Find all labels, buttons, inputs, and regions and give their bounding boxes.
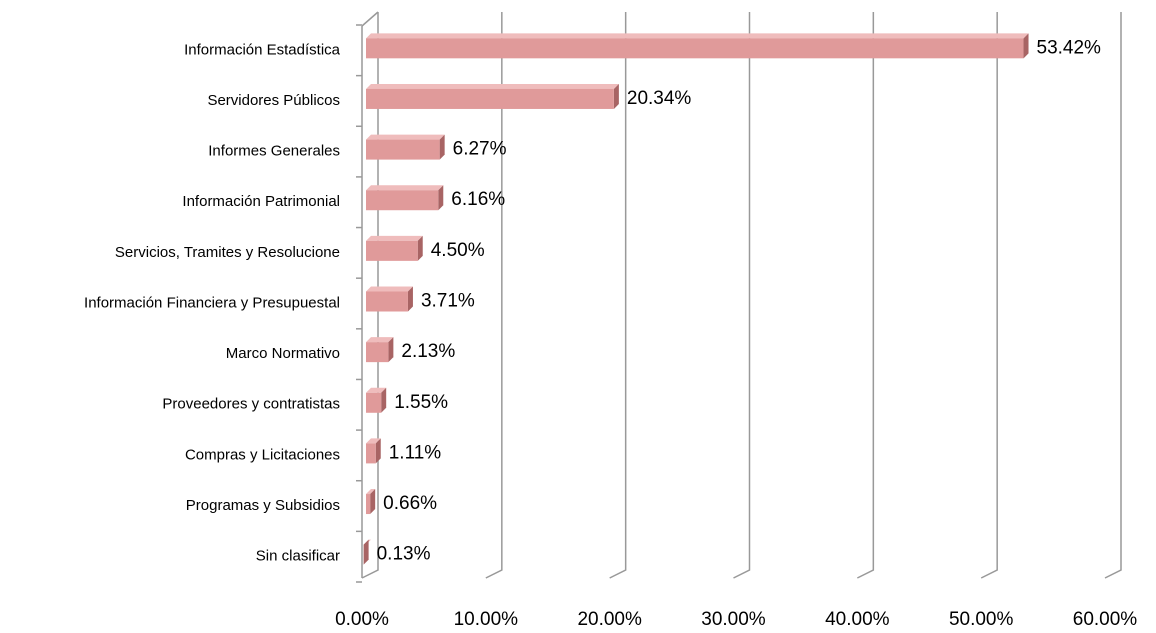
data-label: 0.66% bbox=[383, 493, 437, 514]
data-label: 1.11% bbox=[389, 442, 442, 463]
bar-top bbox=[366, 235, 423, 241]
x-tick-label: 10.00% bbox=[454, 609, 519, 630]
bar-top bbox=[366, 387, 387, 393]
grid-line bbox=[856, 12, 875, 579]
y-tick-label: Marco Normativo bbox=[226, 345, 340, 362]
bar-top bbox=[366, 33, 1029, 39]
bar-top bbox=[366, 286, 413, 292]
bar-side bbox=[375, 438, 381, 464]
data-label: 3.71% bbox=[421, 291, 475, 312]
bar-side bbox=[370, 489, 376, 515]
grid-line bbox=[609, 12, 627, 579]
x-tick-label: 20.00% bbox=[577, 609, 642, 630]
x-tick-label: 60.00% bbox=[1073, 609, 1138, 630]
bar bbox=[366, 139, 440, 160]
bar bbox=[366, 342, 389, 363]
x-tick-label: 0.00% bbox=[335, 609, 389, 630]
bar-side bbox=[438, 185, 444, 211]
y-tick-label: Información Patrimonial bbox=[182, 193, 340, 210]
grid-line bbox=[980, 12, 998, 579]
bar-top bbox=[366, 337, 394, 343]
axis-corner bbox=[361, 11, 379, 27]
bar bbox=[366, 392, 382, 413]
y-tick-label: Compras y Licitaciones bbox=[185, 446, 340, 463]
bar-side bbox=[439, 134, 445, 160]
bar bbox=[366, 291, 408, 312]
bar-side bbox=[1023, 33, 1029, 59]
x-tick-label: 30.00% bbox=[701, 609, 766, 630]
bar bbox=[366, 494, 371, 515]
bar-side bbox=[363, 539, 369, 565]
bar bbox=[366, 443, 376, 464]
y-tick-label: Información Estadística bbox=[184, 41, 341, 58]
grid-line bbox=[485, 12, 503, 579]
x-tick-label: 50.00% bbox=[949, 609, 1014, 630]
bar-side bbox=[407, 286, 413, 312]
data-label: 1.55% bbox=[394, 392, 448, 413]
bar-top bbox=[366, 83, 619, 89]
y-tick-label: Proveedores y contratistas bbox=[162, 396, 340, 413]
data-label: 6.27% bbox=[453, 139, 507, 160]
x-tick-label: 40.00% bbox=[825, 609, 890, 630]
data-label: 2.13% bbox=[401, 341, 455, 362]
data-label: 53.42% bbox=[1037, 37, 1102, 58]
y-tick-label: Servicios, Tramites y Resolucione bbox=[115, 244, 340, 261]
bar-side bbox=[388, 337, 394, 363]
bar-side bbox=[381, 387, 387, 413]
bar bbox=[366, 190, 439, 211]
grid-line bbox=[733, 12, 751, 579]
y-tick-label: Sin clasificar bbox=[256, 548, 340, 565]
data-label: 20.34% bbox=[627, 88, 692, 109]
bar bbox=[366, 240, 418, 261]
bar bbox=[366, 88, 614, 109]
data-label: 4.50% bbox=[431, 240, 485, 261]
y-tick-label: Informes Generales bbox=[208, 143, 340, 160]
y-tick-label: Servidores Públicos bbox=[207, 92, 340, 109]
y-tick-label: Programas y Subsidios bbox=[186, 497, 340, 514]
bar-side bbox=[613, 83, 619, 109]
bar-top bbox=[366, 489, 376, 495]
bar-side bbox=[417, 235, 423, 261]
grid-line bbox=[1104, 12, 1122, 579]
bar-top bbox=[366, 134, 445, 140]
bar-top bbox=[366, 185, 444, 191]
data-label: 0.13% bbox=[377, 544, 431, 565]
bar-top bbox=[366, 438, 381, 444]
data-label: 6.16% bbox=[451, 189, 505, 210]
y-tick-label: Información Financiera y Presupuestal bbox=[84, 294, 340, 311]
bar bbox=[366, 38, 1024, 59]
